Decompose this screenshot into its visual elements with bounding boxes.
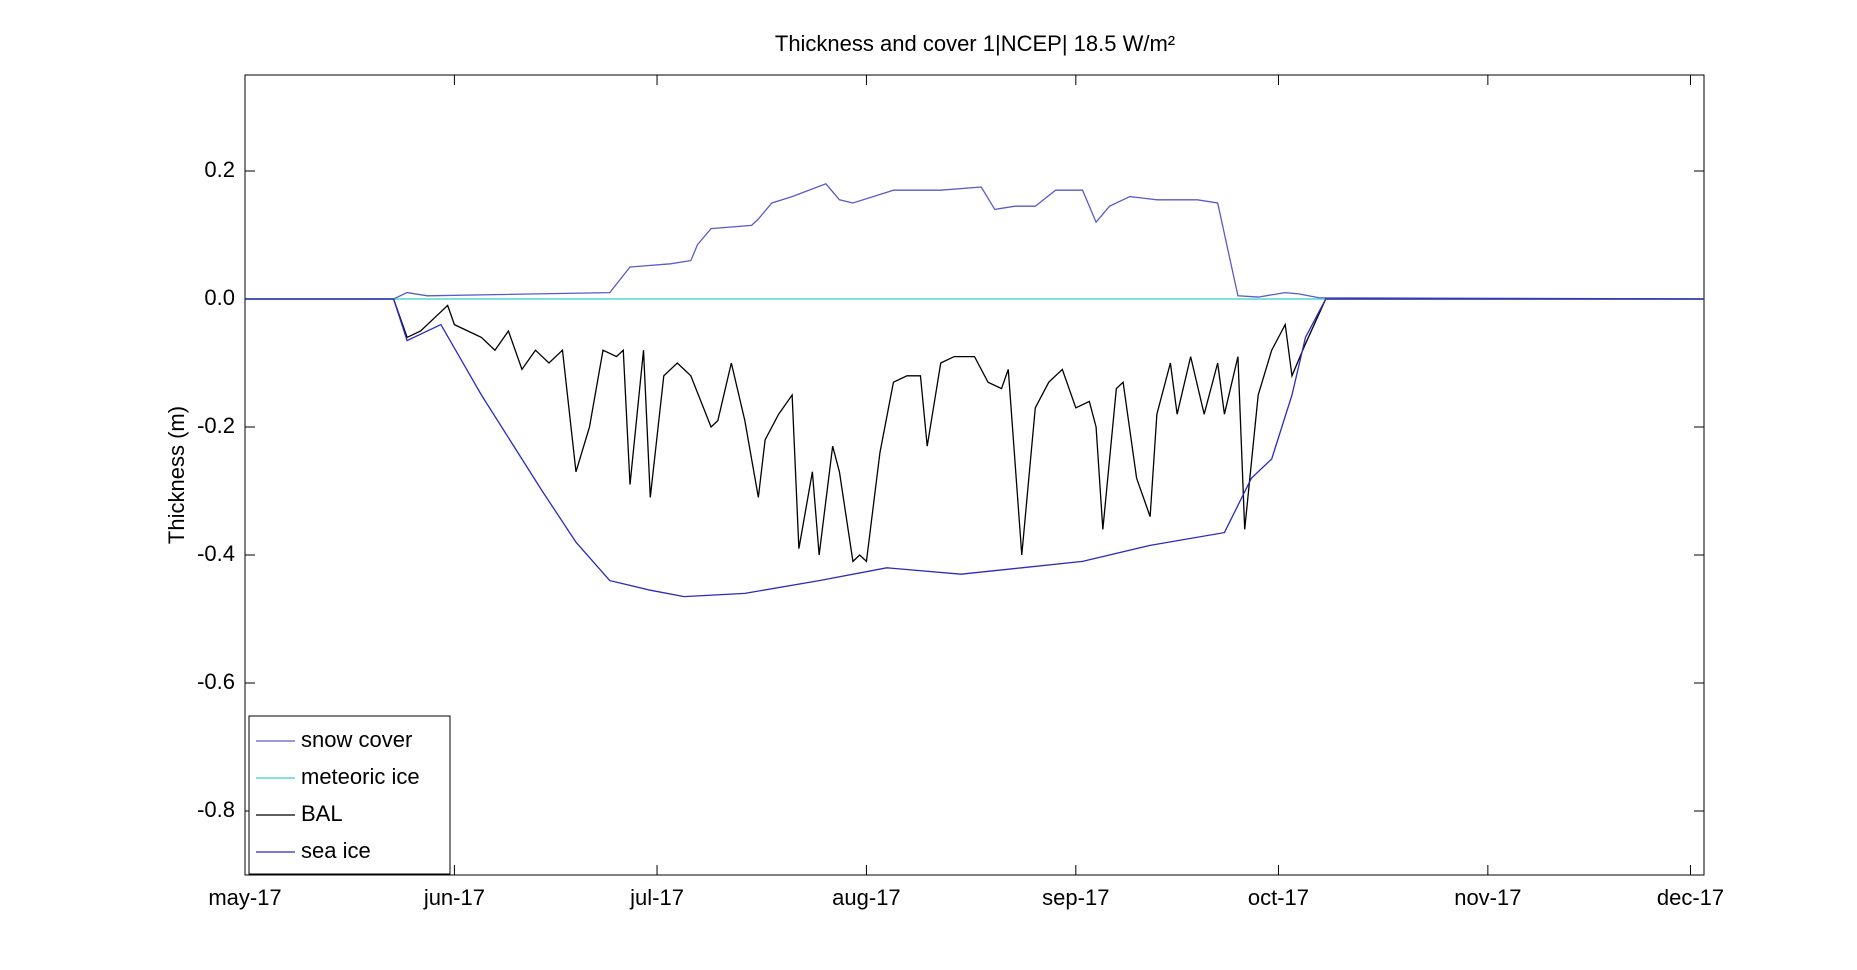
x-tick-label: oct-17 — [1248, 885, 1309, 910]
x-tick-label: aug-17 — [832, 885, 901, 910]
legend-label: snow cover — [301, 727, 412, 752]
legend-label: sea ice — [301, 838, 371, 863]
legend-label: BAL — [301, 801, 343, 826]
series-line — [245, 298, 1704, 563]
y-tick-label: -0.6 — [197, 669, 235, 694]
legend-box — [248, 715, 451, 875]
series-line — [245, 183, 1705, 300]
y-tick-label: -0.8 — [197, 797, 235, 822]
y-tick-label: 0.2 — [204, 157, 235, 182]
y-tick-label: 0.0 — [204, 285, 235, 310]
x-tick-label: jun-17 — [423, 885, 485, 910]
x-tick-label: dec-17 — [1657, 885, 1724, 910]
x-tick-label: nov-17 — [1454, 885, 1521, 910]
y-axis-label: Thickness (m) — [164, 406, 189, 544]
x-tick-label: sep-17 — [1042, 885, 1109, 910]
plot-frame — [244, 74, 1705, 876]
y-tick-label: -0.4 — [197, 541, 235, 566]
chart-title: Thickness and cover 1|NCEP| 18.5 W/m² — [775, 31, 1175, 56]
x-tick-label: may-17 — [208, 885, 281, 910]
y-tick-label: -0.2 — [197, 413, 235, 438]
legend-label: meteoric ice — [301, 764, 420, 789]
series-line — [245, 298, 1704, 598]
x-tick-label: jul-17 — [629, 885, 684, 910]
